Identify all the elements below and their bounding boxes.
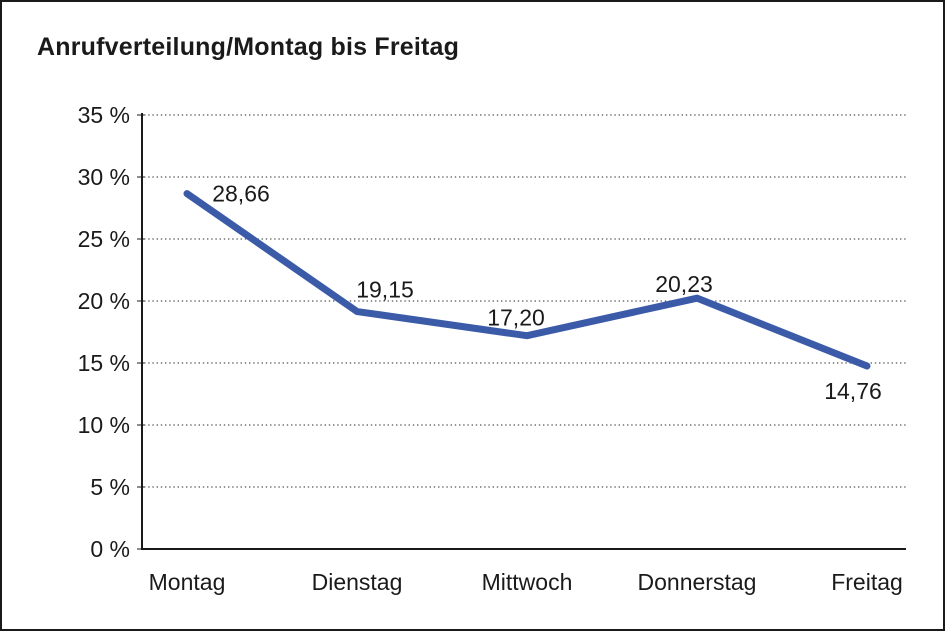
chart-title: Anrufverteilung/Montag bis Freitag [37, 33, 460, 61]
x-tick-label: Montag [149, 569, 226, 595]
data-point-label: 14,76 [824, 378, 882, 404]
data-point-label: 28,66 [212, 181, 270, 207]
y-tick-label: 0 % [90, 536, 130, 562]
y-tick-label: 5 % [90, 474, 130, 500]
data-line [183, 190, 871, 370]
y-tick-label: 15 % [78, 350, 130, 376]
y-tick-label: 20 % [78, 288, 130, 314]
y-tick-label: 35 % [78, 102, 130, 128]
x-tick-label: Donnerstag [638, 569, 757, 595]
data-point-label: 19,15 [356, 277, 414, 303]
data-point-label: 20,23 [655, 271, 713, 297]
y-tick-label: 10 % [78, 412, 130, 438]
data-point-label: 17,20 [487, 305, 545, 331]
x-tick-label: Dienstag [312, 569, 403, 595]
y-tick-label: 25 % [78, 226, 130, 252]
y-tick-label: 30 % [78, 164, 130, 190]
x-tick-label: Freitag [831, 569, 903, 595]
x-tick-label: Mittwoch [482, 569, 573, 595]
